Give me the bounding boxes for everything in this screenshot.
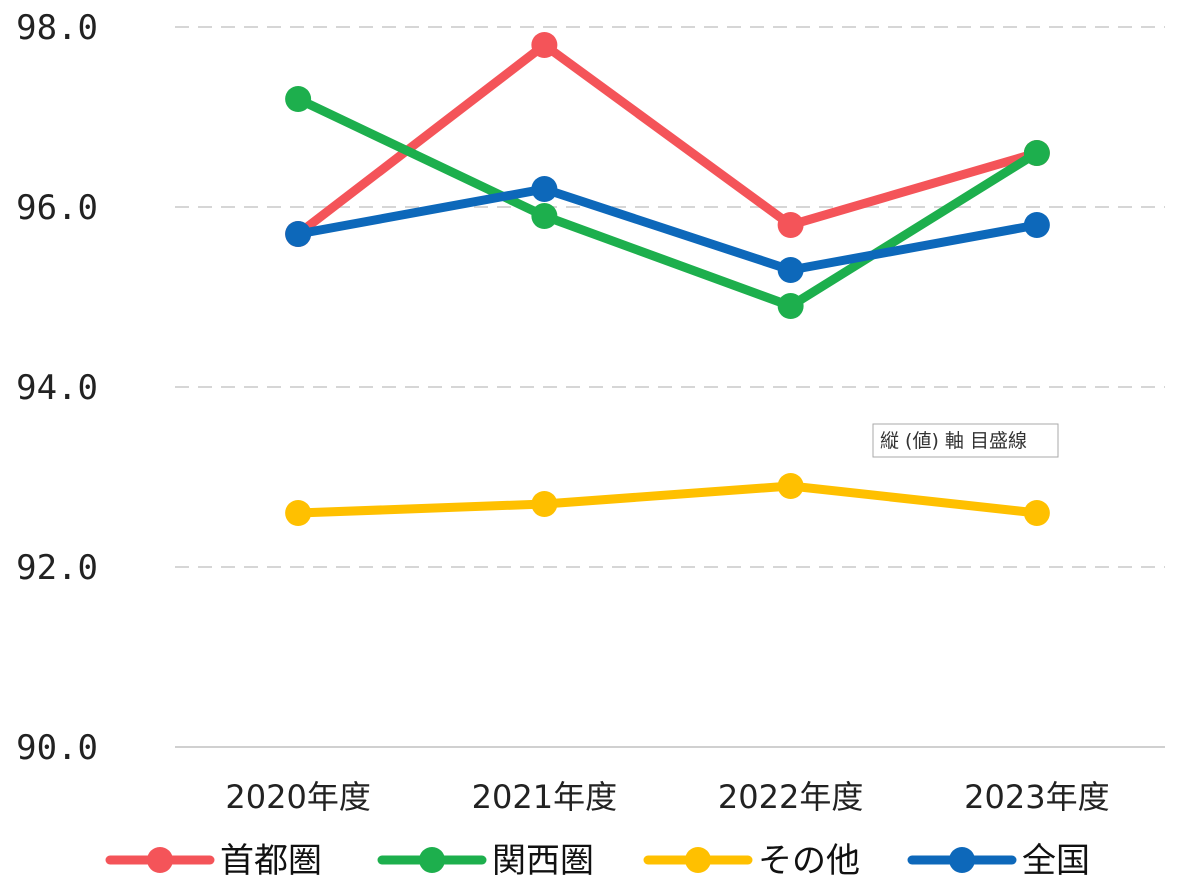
y-tick-label: 96.0	[16, 188, 98, 228]
data-point	[777, 293, 804, 319]
data-point	[1023, 212, 1050, 238]
y-tick-label: 98.0	[16, 8, 98, 48]
legend-label: その他	[758, 841, 860, 881]
y-axis: 90.0 92.0 94.0 96.0 98.0	[16, 8, 98, 768]
tooltip-text: 縦 (値) 軸 目盛線	[880, 430, 1027, 452]
legend: 首都圏 関西圏 その他 全国	[105, 841, 1090, 881]
data-point	[777, 257, 804, 283]
legend-swatch-marker	[419, 847, 445, 873]
y-tick-label: 90.0	[16, 728, 98, 768]
data-point	[285, 86, 312, 112]
legend-label: 関西圏	[492, 841, 594, 881]
data-point	[285, 221, 312, 247]
series-line	[293, 481, 1042, 518]
legend-swatch-marker	[147, 847, 173, 873]
legend-label: 首都圏	[220, 841, 322, 881]
legend-item: 全国	[907, 841, 1090, 881]
legend-swatch-marker	[949, 847, 975, 873]
y-tick-label: 94.0	[16, 368, 98, 408]
x-tick-label: 2022年度	[718, 778, 863, 816]
series-2	[285, 86, 1050, 319]
x-tick-label: 2023年度	[964, 778, 1109, 816]
legend-swatch-marker	[685, 847, 711, 873]
series-3	[285, 473, 1050, 526]
x-tick-label: 2021年度	[472, 778, 617, 816]
gridline-tooltip: 縦 (値) 軸 目盛線	[872, 423, 1059, 458]
data-point	[777, 212, 804, 238]
data-point	[531, 32, 558, 58]
series-line	[293, 94, 1042, 311]
series-line	[293, 40, 1042, 239]
legend-item: その他	[643, 841, 860, 881]
x-tick-label: 2020年度	[225, 778, 370, 816]
legend-item: 関西圏	[377, 841, 594, 881]
tooltip-box	[872, 423, 1059, 458]
data-point	[531, 176, 558, 202]
data-point	[285, 500, 312, 526]
legend-item: 首都圏	[105, 841, 322, 881]
data-point	[531, 491, 558, 517]
data-point	[1023, 500, 1050, 526]
series-4	[285, 176, 1050, 283]
y-tick-label: 92.0	[16, 548, 98, 588]
x-axis: 2020年度 2021年度 2022年度 2023年度	[225, 778, 1109, 816]
data-point	[1023, 140, 1050, 166]
legend-label: 全国	[1022, 841, 1090, 881]
series-group	[285, 32, 1050, 526]
data-point	[777, 473, 804, 499]
series-line	[293, 184, 1042, 275]
data-point	[531, 203, 558, 229]
